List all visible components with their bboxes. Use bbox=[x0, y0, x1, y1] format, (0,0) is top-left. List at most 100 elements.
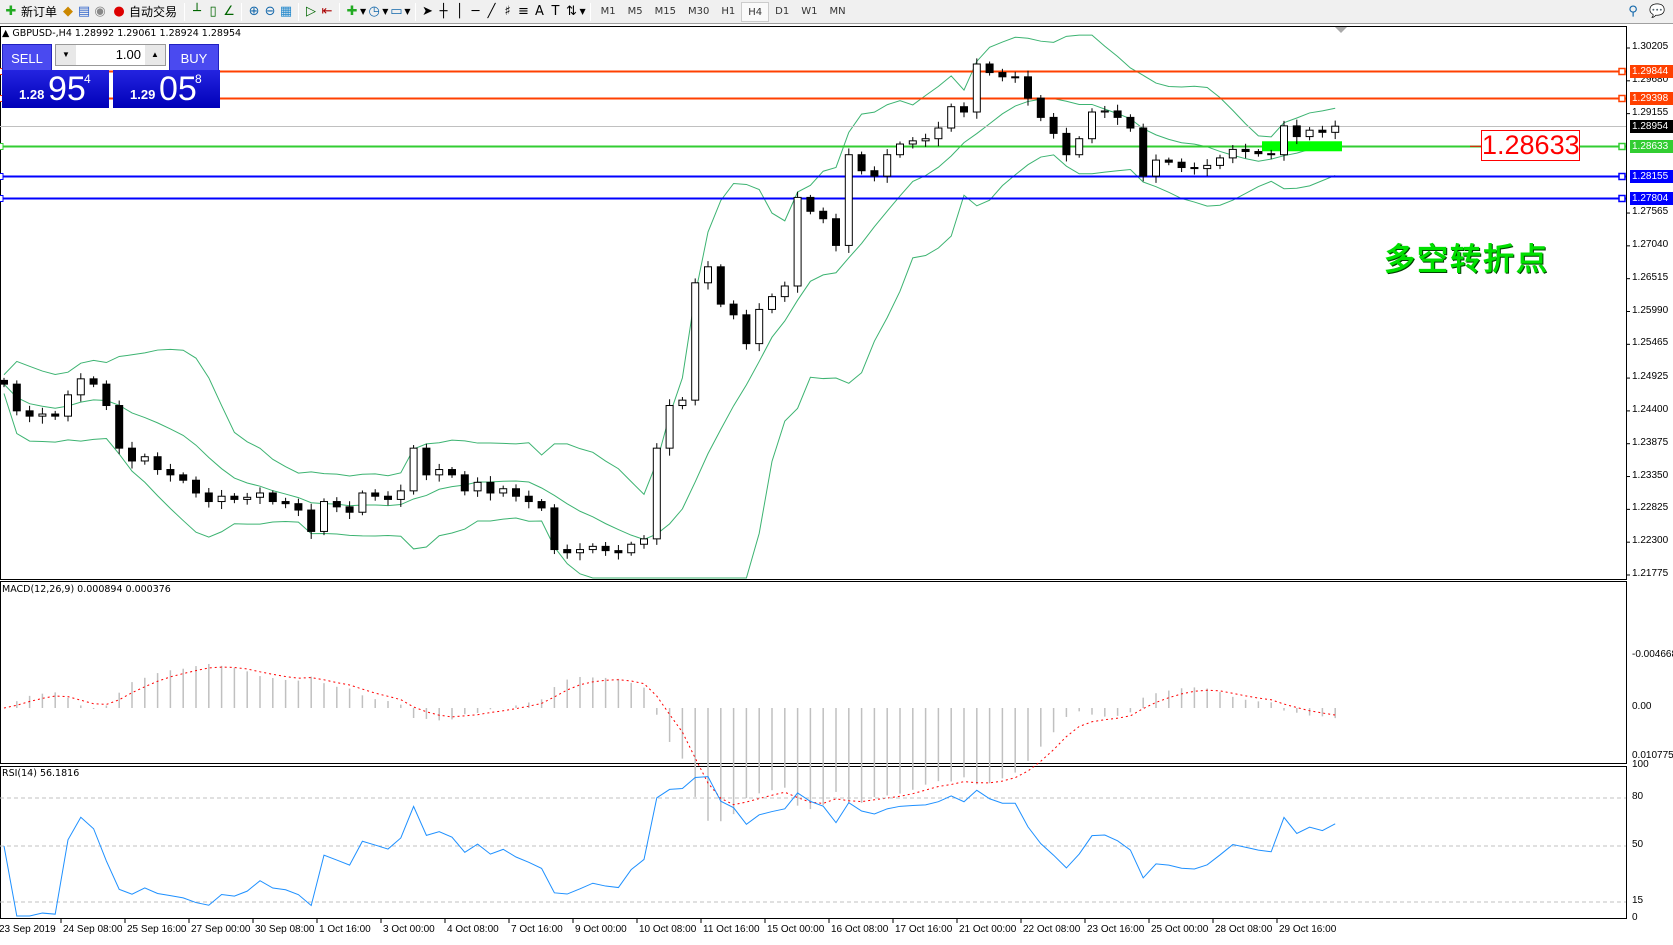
line-handle[interactable] bbox=[1618, 194, 1626, 203]
candle bbox=[64, 390, 72, 422]
trendline-icon[interactable]: ╱ bbox=[487, 3, 496, 19]
search-icon[interactable]: ⚲ bbox=[1628, 3, 1638, 19]
arrows-icon[interactable]: ⇅ bbox=[566, 3, 577, 19]
tile-windows-icon[interactable]: ▦ bbox=[279, 3, 293, 19]
price-tick-label: 1.24400 bbox=[1632, 403, 1669, 415]
dropdown-arrow-icon[interactable]: ▼ bbox=[382, 7, 389, 16]
line-handle[interactable] bbox=[0, 173, 4, 180]
line-handle[interactable] bbox=[1618, 94, 1626, 103]
line-handle[interactable] bbox=[0, 143, 4, 150]
candle bbox=[1228, 145, 1237, 164]
candle bbox=[166, 463, 175, 482]
sell-button[interactable]: SELL bbox=[2, 44, 52, 71]
text-icon[interactable]: A bbox=[535, 3, 544, 19]
bollinger-lower-band bbox=[3, 154, 1336, 579]
timeframe-d1[interactable]: D1 bbox=[775, 5, 790, 17]
time-label: 28 Oct 08:00 bbox=[1215, 924, 1273, 935]
candle bbox=[601, 541, 610, 556]
cursor-icon[interactable]: ➤ bbox=[422, 3, 433, 19]
candle bbox=[908, 137, 917, 149]
timeframe-h1[interactable]: H1 bbox=[721, 5, 736, 17]
timeframe-m15[interactable]: M15 bbox=[654, 5, 677, 17]
buy-price[interactable]: 1.29 05 8 bbox=[113, 70, 220, 108]
time-label: 15 Oct 00:00 bbox=[767, 924, 825, 935]
bollinger-middle-band bbox=[3, 98, 1336, 540]
line-handle[interactable] bbox=[0, 195, 4, 202]
candle bbox=[857, 151, 866, 175]
price-tick-label: 1.26515 bbox=[1632, 271, 1669, 283]
price-label-box[interactable]: 1.28633 bbox=[1481, 130, 1580, 161]
price-tick-label: 1.29680 bbox=[1632, 73, 1669, 85]
candle bbox=[358, 490, 367, 516]
zoom-out-icon[interactable]: ⊖ bbox=[264, 3, 276, 19]
navigator-icon[interactable]: ◆ bbox=[63, 3, 74, 19]
lot-value[interactable]: 1.00 bbox=[115, 47, 141, 62]
time-label: 16 Oct 08:00 bbox=[831, 924, 889, 935]
indicators-icon[interactable]: ✚ bbox=[346, 3, 358, 19]
candle bbox=[371, 489, 380, 501]
dropdown-arrow-icon[interactable]: ▼ bbox=[579, 7, 586, 16]
auto-trading-button[interactable]: ● 自动交易 bbox=[108, 1, 180, 23]
timeframe-h4[interactable]: H4 bbox=[741, 1, 770, 22]
signals-icon[interactable]: ◉ bbox=[94, 3, 106, 19]
candle bbox=[896, 141, 904, 158]
timeframe-m30[interactable]: M30 bbox=[688, 5, 710, 17]
terminal-icon[interactable]: ▤ bbox=[77, 3, 91, 19]
zoom-in-icon[interactable]: ⊕ bbox=[248, 3, 260, 19]
candle bbox=[1267, 149, 1276, 160]
line-handle[interactable] bbox=[1618, 67, 1626, 76]
candle bbox=[640, 535, 648, 549]
candle bbox=[140, 453, 149, 465]
bar-chart-icon[interactable]: ┴ bbox=[193, 3, 201, 19]
buy-button[interactable]: BUY bbox=[169, 44, 219, 71]
text-label-icon[interactable]: T bbox=[551, 3, 560, 19]
periods-icon[interactable]: ◷ bbox=[368, 3, 380, 19]
dropdown-arrow-icon[interactable]: ▼ bbox=[404, 7, 411, 16]
fibo-retracement-icon[interactable]: ≡ bbox=[518, 3, 529, 19]
candle bbox=[524, 490, 533, 509]
price-tick-label: 1.22825 bbox=[1632, 502, 1669, 514]
candle bbox=[678, 397, 687, 410]
toolbar-separator bbox=[184, 2, 186, 21]
new-order-button[interactable]: ✚ 新订单 bbox=[0, 1, 60, 23]
candle bbox=[473, 477, 482, 497]
lot-decrease-icon[interactable]: ▼ bbox=[56, 45, 76, 65]
candle bbox=[0, 377, 8, 388]
time-label: 1 Oct 16:00 bbox=[319, 924, 371, 935]
line-handle[interactable] bbox=[1618, 142, 1626, 151]
timeframe-m5[interactable]: M5 bbox=[627, 5, 643, 17]
timeframe-m1[interactable]: M1 bbox=[600, 5, 616, 17]
candle bbox=[153, 452, 162, 475]
price-tick-label: 1.27040 bbox=[1632, 238, 1669, 250]
candle bbox=[1126, 114, 1135, 132]
toolbar-separator bbox=[339, 2, 341, 21]
line-handle[interactable] bbox=[1618, 172, 1626, 181]
lot-increase-icon[interactable]: ▲ bbox=[145, 45, 165, 65]
timeframe-w1[interactable]: W1 bbox=[801, 5, 818, 17]
autoscroll-icon[interactable]: ▷ bbox=[306, 3, 317, 19]
horizontal-line-icon[interactable]: ─ bbox=[471, 3, 480, 19]
chart-shift-icon[interactable]: ⇤ bbox=[321, 3, 333, 19]
line-chart-icon[interactable]: ∠ bbox=[223, 3, 235, 19]
vertical-line-icon[interactable]: │ bbox=[455, 3, 464, 19]
chart-area[interactable] bbox=[0, 24, 1673, 945]
timeframe-mn[interactable]: MN bbox=[829, 5, 846, 17]
templates-icon[interactable]: ▭ bbox=[390, 3, 403, 19]
chart-shift-marker[interactable] bbox=[1335, 27, 1347, 33]
crosshair-icon[interactable]: ┼ bbox=[439, 3, 448, 19]
candle bbox=[883, 149, 892, 183]
candle bbox=[665, 399, 674, 456]
chart-symbol-ohlc: GBPUSD-,H4 1.28992 1.29061 1.28924 1.289… bbox=[12, 28, 242, 39]
candlestick-icon[interactable]: ▯ bbox=[209, 3, 217, 19]
chat-icon[interactable]: 💬 bbox=[1649, 3, 1666, 19]
candle bbox=[89, 376, 98, 388]
lot-size-input[interactable]: ▼ 1.00 ▲ bbox=[55, 44, 166, 66]
sell-price[interactable]: 1.28 95 4 bbox=[2, 70, 109, 108]
rsi-tick-label: 100 bbox=[1632, 759, 1649, 770]
price-line-label: 1.28155 bbox=[1630, 169, 1673, 183]
pivot-zone[interactable] bbox=[1262, 141, 1342, 152]
candle bbox=[1292, 119, 1301, 145]
candle bbox=[832, 213, 840, 252]
fibo-expansion-icon[interactable]: ♯ bbox=[504, 3, 511, 19]
dropdown-arrow-icon[interactable]: ▼ bbox=[360, 7, 367, 16]
